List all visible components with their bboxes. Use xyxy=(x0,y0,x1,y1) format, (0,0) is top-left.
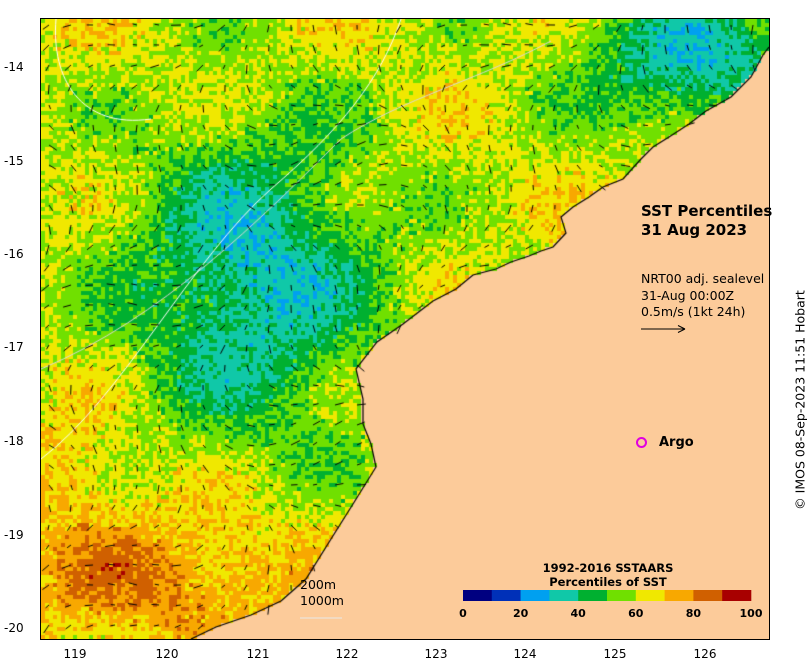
colorbar-segment xyxy=(549,590,579,601)
colorbar-title-line-2: Percentiles of SST xyxy=(549,575,667,589)
y-tick: -19 xyxy=(4,528,24,542)
x-tick: 124 xyxy=(513,647,537,661)
colorbar-tick-label: 100 xyxy=(740,607,763,620)
colorbar-segment xyxy=(635,590,665,601)
y-tick: -14 xyxy=(4,60,24,74)
colorbar: 0 20 40 60 80 100 xyxy=(459,590,763,620)
map-title: SST Percentiles 31 Aug 2023 xyxy=(641,202,772,240)
vector-scale-arrow-icon xyxy=(641,324,686,333)
x-tick: 120 xyxy=(155,647,179,661)
depth-200m-label: 200m xyxy=(300,577,337,592)
colorbar-segment xyxy=(463,590,493,601)
y-tick: -18 xyxy=(4,434,24,448)
vector-scale: 0.5m/s (1kt 24h) xyxy=(641,304,746,319)
colorbar-segment xyxy=(664,590,694,601)
vector-source: NRT00 adj. sealevel xyxy=(641,271,765,286)
x-tick: 122 xyxy=(335,647,359,661)
y-tick: -15 xyxy=(4,154,24,168)
argo-label: Argo xyxy=(659,435,694,450)
colorbar-segment xyxy=(578,590,608,601)
argo-float-icon xyxy=(636,437,647,448)
vector-time: 31-Aug 00:00Z xyxy=(641,287,735,303)
y-tick: -20 xyxy=(4,621,24,635)
depth-contour-line-icon xyxy=(300,617,342,619)
x-tick: 119 xyxy=(63,647,87,661)
colorbar-segment xyxy=(722,590,752,601)
x-tick: 123 xyxy=(424,647,448,661)
colorbar-tick-label: 20 xyxy=(513,607,529,620)
x-tick: 126 xyxy=(693,647,717,661)
x-tick: 121 xyxy=(246,647,270,661)
argo-marker: Argo xyxy=(636,435,694,450)
colorbar-tick-label: 80 xyxy=(686,607,702,620)
colorbar-tick-label: 40 xyxy=(571,607,587,620)
map-title-line-1: SST Percentiles xyxy=(641,202,773,220)
colorbar-tick-label: 60 xyxy=(628,607,644,620)
y-tick: -17 xyxy=(4,340,24,354)
colorbar-tick-label: 0 xyxy=(459,607,467,620)
map-title-line-2: 31 Aug 2023 xyxy=(641,221,748,239)
credit-text: © IMOS 08-Sep-2023 11:51 Hobart xyxy=(792,290,808,510)
colorbar-segment xyxy=(491,590,521,601)
colorbar-title: 1992-2016 SSTAARS Percentiles of SST xyxy=(518,561,698,589)
colorbar-title-line-1: 1992-2016 SSTAARS xyxy=(542,561,674,575)
depth-1000m-label: 1000m xyxy=(300,593,344,608)
colorbar-segment xyxy=(520,590,550,601)
y-tick: -16 xyxy=(4,247,24,261)
colorbar-segment xyxy=(607,590,637,601)
depth-legend: 200m 1000m xyxy=(300,577,344,625)
x-tick: 125 xyxy=(603,647,627,661)
colorbar-segment xyxy=(693,590,723,601)
vector-info: NRT00 adj. sealevel 31-Aug 00:00Z 0.5m/s… xyxy=(641,271,764,339)
